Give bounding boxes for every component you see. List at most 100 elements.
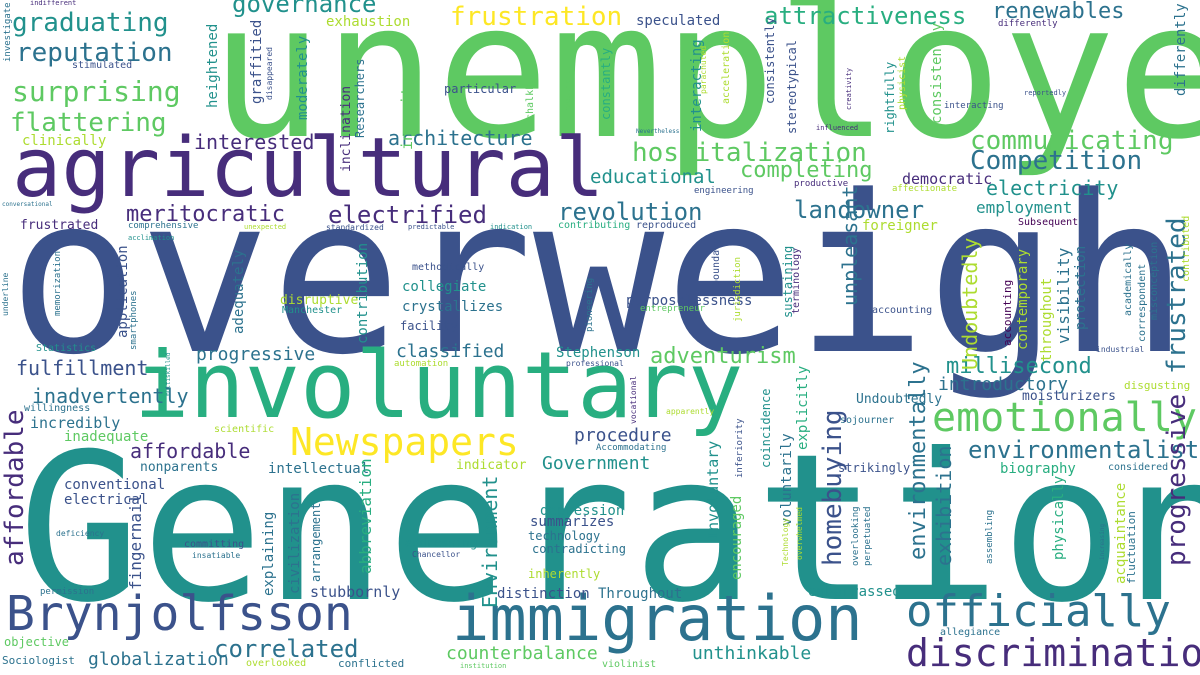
word-researchers: inclination — [339, 85, 354, 172]
word-automation: automation — [394, 359, 449, 369]
word-officially: officially — [906, 586, 1171, 637]
word-boundary: boundary — [711, 237, 722, 286]
word-visibility: encouraged — [729, 495, 745, 580]
word-government: nonparents — [140, 460, 219, 475]
word-acquaintance: voluntarily — [779, 433, 795, 526]
word-overlooking: overlooking — [851, 506, 861, 566]
word-electrical: procedure — [574, 425, 672, 446]
word-flattering: flattering — [10, 108, 167, 138]
word-strikingly: strikingly — [838, 461, 911, 475]
word-accounting: accounting — [872, 305, 933, 316]
word-inadvertently: progressive — [196, 344, 316, 365]
word-conventional: intellectual — [268, 461, 370, 477]
word-counterbalance: Throughout — [598, 586, 683, 602]
word-involuntary: involuntary — [134, 332, 744, 439]
word-disruptive: Stephenson — [556, 345, 641, 361]
word-consistently: stereotypical — [785, 40, 799, 134]
word-coincidence: coincidence — [759, 388, 773, 468]
word-exhaustion: exhaustion — [326, 14, 411, 30]
word-inclination: inequity — [398, 77, 416, 150]
word-landowner: landowner — [794, 196, 925, 224]
word-depression: conventional — [64, 477, 166, 493]
word-vocabulary: investigate — [3, 2, 13, 62]
word-stereotypical: rightfully — [883, 61, 897, 134]
word-reproduced: contributing — [558, 220, 631, 231]
word-summarizes: electrical — [64, 492, 149, 508]
word-overweight: overweight — [8, 150, 1200, 403]
word-stubbornly: summarizes — [530, 514, 615, 530]
word-insatiable: insatiable — [192, 551, 241, 560]
word-overwhelmed: overwhelmed — [795, 507, 804, 560]
word-assembling: assembling — [985, 509, 995, 564]
word-educational: educational — [590, 166, 716, 188]
word-influenced: differently — [998, 19, 1058, 29]
word-architecture: architecture — [388, 126, 533, 150]
word-deficiency: deficiency — [56, 529, 105, 538]
word-physicist: interacting — [944, 101, 1004, 111]
word-communicating: communicating — [970, 126, 1174, 156]
word-correlated: distinction — [497, 586, 590, 602]
word-foreigner: democratic — [902, 170, 993, 188]
word-newspapers: Newspapers — [290, 420, 519, 464]
word-jurisdiction: jurisdiction — [733, 256, 743, 322]
word-adventurism: frustrated — [20, 218, 99, 233]
word-stephenson: abbreviation — [356, 458, 375, 574]
word-conflicted: conflicted — [338, 657, 405, 670]
word-surprising: surprising — [12, 75, 181, 108]
word-importation: fluctuation — [1125, 511, 1138, 584]
word-classified: environmentalist — [968, 436, 1200, 464]
word-progressive: progressive — [1162, 393, 1192, 566]
word-manchester: Manchester — [282, 305, 343, 316]
word-millisecond: adventurism — [650, 344, 796, 369]
word-fulfillment: classified — [396, 341, 505, 362]
word-agricultural: agricultural — [12, 121, 605, 216]
word-willingness: willingness — [24, 403, 91, 414]
word-vocational: vocational — [629, 375, 638, 424]
word-correspondent: throughout — [1039, 277, 1055, 362]
word-misconception: correspondent — [1137, 263, 1148, 342]
word-technology: Environment — [478, 475, 502, 608]
word-moderately: Researchers — [353, 58, 367, 138]
word-emotionally: emotionally — [932, 395, 1197, 441]
word-productive: engineering — [694, 186, 754, 196]
word-environment: Government — [542, 453, 651, 474]
word-disappeared: moderately — [295, 35, 311, 120]
word-subsequent: affectionate — [892, 184, 958, 194]
word-nonparents: incredibly — [30, 414, 121, 432]
word-inherently: collegiate — [402, 279, 487, 295]
word-hospitalization: hospitalization — [632, 138, 867, 168]
word-civilization: biography — [1000, 461, 1076, 477]
word-distinction: technology — [528, 529, 601, 543]
word-application: memorization — [53, 250, 63, 316]
word-adjustment: contribution — [355, 242, 371, 344]
word-sojourner: sojourner — [840, 415, 895, 426]
word-multiskilled: multiskilled — [165, 352, 172, 396]
word-voluntarily: inherently — [528, 567, 601, 581]
word-institution: institution — [460, 662, 507, 670]
word-graduating: graduating — [12, 8, 169, 38]
word-fingernail: considered — [1108, 462, 1169, 473]
word-comprehensive: conversational — [2, 201, 53, 208]
word-terminology: terminology — [791, 247, 802, 314]
word-attractiveness: attractiveness — [764, 2, 967, 30]
word-arrangement: arrangement — [309, 502, 323, 582]
word-unpleasant: homebuying — [818, 409, 848, 566]
word-permission: permission — [40, 587, 95, 597]
word-procedure: affordable — [130, 439, 251, 463]
word-investigate: indifferent — [30, 0, 77, 7]
word-completing: completing — [740, 158, 873, 183]
word-memorization: underline — [1, 272, 10, 316]
word-perpetuated: perpetuated — [863, 506, 873, 566]
word-addressing: disruptive — [280, 293, 359, 308]
word-unexpected: acclimation — [128, 234, 175, 242]
word-generation: Generation — [18, 411, 1200, 648]
word-increasing: increasing — [1099, 523, 1106, 560]
word-smartphones: application — [115, 245, 131, 338]
word-affordable-vertical: affordable — [0, 409, 30, 566]
word-purposelessness: explaining — [261, 511, 277, 596]
word-inferiority: inferiority — [735, 418, 745, 478]
word-explicitly: addressing — [405, 536, 478, 550]
word-overlooked: overlooked — [246, 658, 307, 669]
word-contributing: indication — [490, 223, 533, 231]
word-pioneering: pioneering — [585, 277, 595, 332]
